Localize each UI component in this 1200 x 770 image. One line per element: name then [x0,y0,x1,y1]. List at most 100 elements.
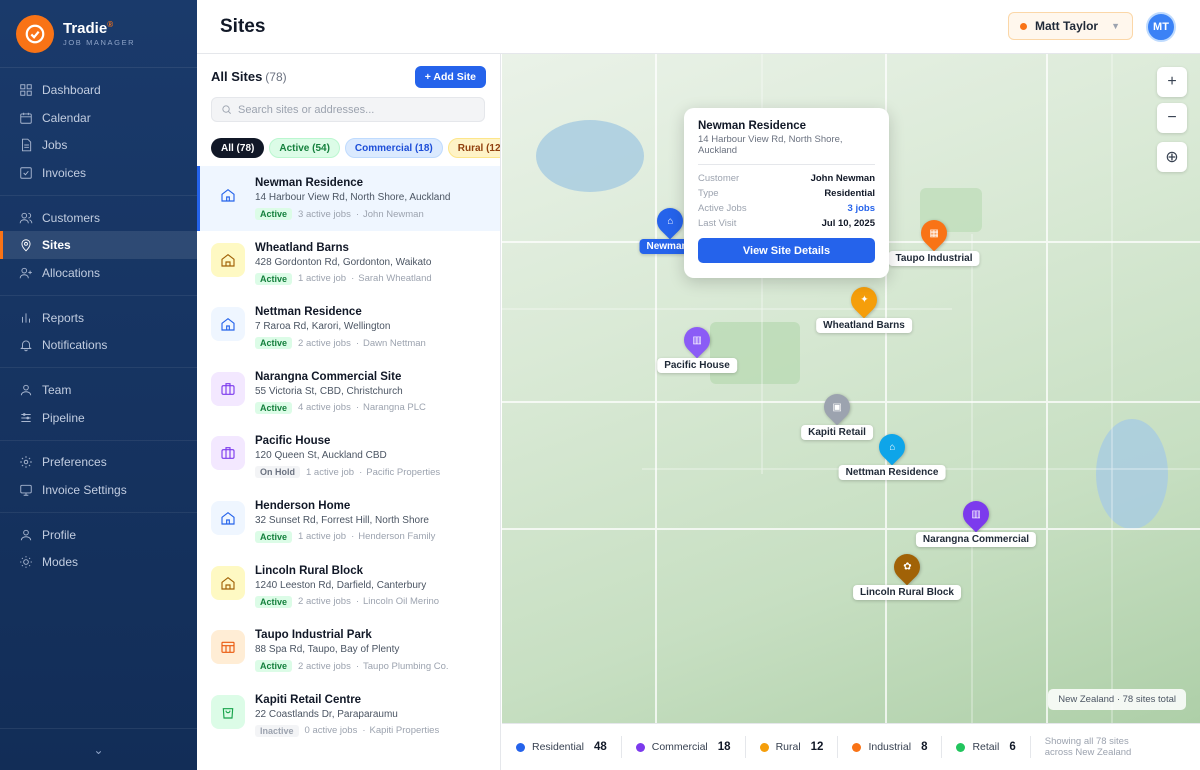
sidebar-item-jobs[interactable]: Jobs [0,131,197,159]
map-pin-lincoln[interactable]: ✿ Lincoln Rural Block [853,548,961,600]
sidebar-item-customers[interactable]: Customers [0,204,197,232]
house-icon [211,178,245,212]
site-row[interactable]: Nettman Residence 7 Raroa Rd, Karori, We… [197,295,500,360]
popup-row: Last Visit Jul 10, 2025 [698,218,875,229]
sidebar-item-dashboard[interactable]: Dashboard [0,76,197,104]
house-icon [211,500,245,535]
view-site-details-button[interactable]: View Site Details [698,238,875,263]
site-address: 32 Sunset Rd, Forrest Hill, North Shore [255,514,429,526]
calendar-icon [20,112,32,124]
sidebar-item-profile[interactable]: Profile [0,521,197,549]
sidebar-item-invoices[interactable]: Invoices [0,159,197,187]
sidebar-item-reports[interactable]: Reports [0,304,197,332]
sidebar-item-label: Dashboard [42,82,101,97]
sidebar-item-modes[interactable]: Modes [0,549,197,577]
legend-commercial[interactable]: Commercial 18 [635,736,746,758]
sliders-icon [21,412,31,422]
map-pin-pacific[interactable]: ▥ Pacific House [657,321,737,373]
map-pin-narangna[interactable]: ▥ Narangna Commercial [915,495,1037,547]
sites-list: Newman Residence 14 Harbour View Rd, Nor… [197,166,500,748]
status-badge: Active [255,660,293,673]
legend-retail[interactable]: Retail 6 [956,736,1031,758]
sidebar-item-label: Reports [42,310,85,325]
sidebar-collapse-button[interactable]: ⌄ [0,728,197,770]
nav-group-team: Team Pipeline [0,368,197,441]
list-count: (78) [265,70,287,84]
brand[interactable]: Tradie® JOB MANAGER [0,0,197,68]
zoom-out-button[interactable]: − [1157,103,1187,133]
site-row[interactable]: Narangna Commercial Site 55 Victoria St,… [197,360,500,425]
sidebar-item-notifications[interactable]: Notifications [0,332,197,360]
sidebar-item-label: Profile [42,527,77,542]
map-pin-nettman[interactable]: ⌂ Nettman Residence [838,428,946,480]
bar-chart-icon [22,312,30,323]
sidebar-item-team[interactable]: Team [0,376,197,404]
map-pin-kapiti[interactable]: ▣ Kapiti Retail [801,388,873,440]
list-title: All Sites (78) [211,69,287,84]
site-row[interactable]: Wheatland Barns 428 Gordonton Rd, Gordon… [197,231,500,296]
map-pin-newman[interactable]: ⌂ Newman Res [639,202,716,254]
filter-all[interactable]: All (78) [211,138,265,158]
site-row[interactable]: Newman Residence 14 Harbour View Rd, Nor… [197,166,500,231]
site-row[interactable]: Taupo Industrial Park 88 Spa Rd, Taupo, … [197,618,500,683]
map-pin-taupo[interactable]: ▦ Taupo Industrial [888,214,980,266]
site-jobs: 4 active jobs [298,402,351,414]
site-row[interactable]: Kapiti Retail Centre 22 Coastlands Dr, P… [197,683,500,748]
status-badge: Active [255,595,293,608]
legend-rural[interactable]: Rural 12 [759,736,839,758]
sidebar-item-pipeline[interactable]: Pipeline [0,404,197,432]
barn-icon [211,565,245,600]
legend-industrial[interactable]: Industrial 8 [852,736,943,758]
add-site-button[interactable]: + Add Site [414,66,486,88]
nav-group-settings: Preferences Invoice Settings [0,441,197,513]
site-row[interactable]: Lincoln Rural Block 1240 Leeston Rd, Dar… [197,554,500,619]
locate-icon[interactable]: ⊕ [1157,142,1187,172]
site-jobs: 2 active jobs [298,660,351,672]
pin-label: Pacific House [657,358,737,373]
site-name: Pacific House [255,435,331,448]
filter-commercial[interactable]: Commercial (18) [344,138,443,158]
sidebar-item-invoice-settings[interactable]: Invoice Settings [0,476,197,504]
site-customer: Lincoln Oil Merino [363,596,440,608]
filter-active[interactable]: Active (54) [269,138,340,158]
sidebar-item-preferences[interactable]: Preferences [0,449,197,477]
briefcase-icon [211,436,245,471]
site-customer: Pacific Properties [366,466,441,478]
briefcase-icon [211,371,245,406]
sidebar-item-sites[interactable]: Sites [0,231,197,260]
zoom-in-button[interactable]: + [1157,67,1187,97]
status-badge: Inactive [255,724,299,737]
site-jobs: 0 active jobs [304,725,358,737]
site-row[interactable]: Pacific House 120 Queen St, Auckland CBD… [197,424,500,489]
house-icon [211,307,245,342]
site-name: Lincoln Rural Block [255,564,363,577]
factory-pin-icon: ▦ [915,214,953,252]
sites-map[interactable]: + − ⊕ ⌂ Newman Res ▦ Taupo Industrial ✦ … [502,54,1200,723]
chevron-down-icon: ⌄ [93,742,104,757]
map-pin-icon [21,239,31,252]
site-address: 7 Raroa Rd, Karori, Wellington [255,321,391,333]
filter-rural[interactable]: Rural (12) [447,138,500,158]
search-input[interactable] [238,103,478,116]
sidebar-item-label: Modes [42,555,79,570]
sites-list-panel: All Sites(78) + Add Site All (78) Active… [197,54,501,770]
sidebar-item-label: Customers [42,210,101,225]
leaf-pin-icon: ✿ [888,548,926,586]
user-menu-button[interactable]: Matt Taylor ▼ [1007,12,1133,40]
site-customer: John Newman [363,208,424,220]
status-dot [1019,22,1027,30]
legend-residential[interactable]: Residential 48 [516,736,622,758]
store-pin-icon: ▣ [818,388,856,426]
site-row[interactable]: Henderson Home 32 Sunset Rd, Forrest Hil… [197,489,500,554]
site-address: 14 Harbour View Rd, North Shore, Aucklan… [255,192,451,203]
sidebar-item-allocations[interactable]: Allocations [0,259,197,287]
avatar[interactable]: MT [1146,12,1176,42]
top-bar: Sites Matt Taylor ▼ MT [197,0,1200,54]
site-name: Newman Residence [255,177,364,189]
sidebar-item-calendar[interactable]: Calendar [0,104,197,132]
monitor-icon [20,484,32,496]
sidebar-item-label: Preferences [42,455,107,470]
filter-chips: All (78) Active (54) Commercial (18) Rur… [211,138,500,158]
active-jobs-link[interactable]: 3 jobs [847,203,875,214]
map-pin-wheatland[interactable]: ✦ Wheatland Barns [816,281,912,333]
